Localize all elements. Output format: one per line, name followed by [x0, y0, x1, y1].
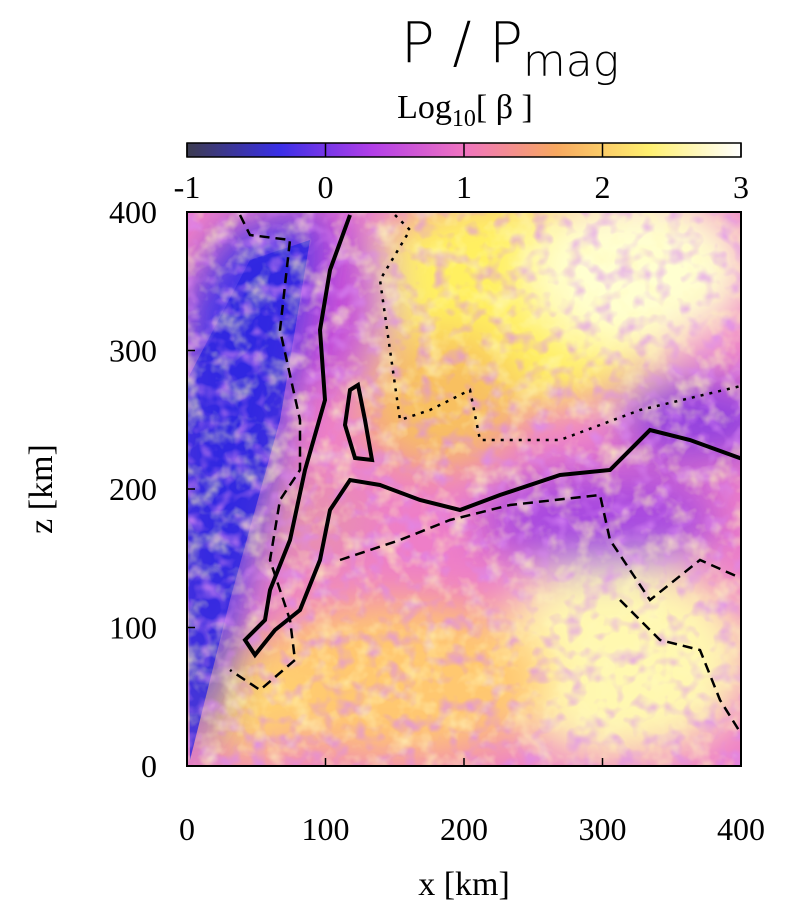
- colorbar-tick-label: 3: [733, 169, 749, 205]
- y-tick-label: 0: [141, 748, 157, 784]
- y-tick-label: 100: [109, 610, 157, 646]
- colorbar-tick-label: 2: [595, 169, 611, 205]
- colorbar-tick-label: -1: [174, 169, 201, 205]
- x-tick-label: 200: [440, 811, 488, 847]
- title: P / Pmag: [401, 11, 619, 87]
- contour-solid: [342, 381, 375, 463]
- heatmap-field: [187, 212, 741, 766]
- y-tick-label: 200: [109, 471, 157, 507]
- contour-dashed: [339, 493, 741, 736]
- x-tick-label: 300: [579, 811, 627, 847]
- x-tick-label: 100: [302, 811, 350, 847]
- contour-dashed: [229, 214, 302, 692]
- x-axis-label: x [km]: [418, 866, 510, 903]
- y-axis-label: z [km]: [23, 444, 60, 534]
- contour-dotted: [378, 214, 741, 442]
- y-tick-label: 400: [109, 194, 157, 230]
- x-tick-label: 0: [179, 811, 195, 847]
- contour-solid: [242, 214, 741, 659]
- y-tick-label: 300: [109, 333, 157, 369]
- colorbar-label: Log10[ β ]: [397, 89, 533, 132]
- x-tick-label: 400: [717, 811, 765, 847]
- colorbar-tick-label: 1: [456, 169, 472, 205]
- colorbar-tick-label: 0: [318, 169, 334, 205]
